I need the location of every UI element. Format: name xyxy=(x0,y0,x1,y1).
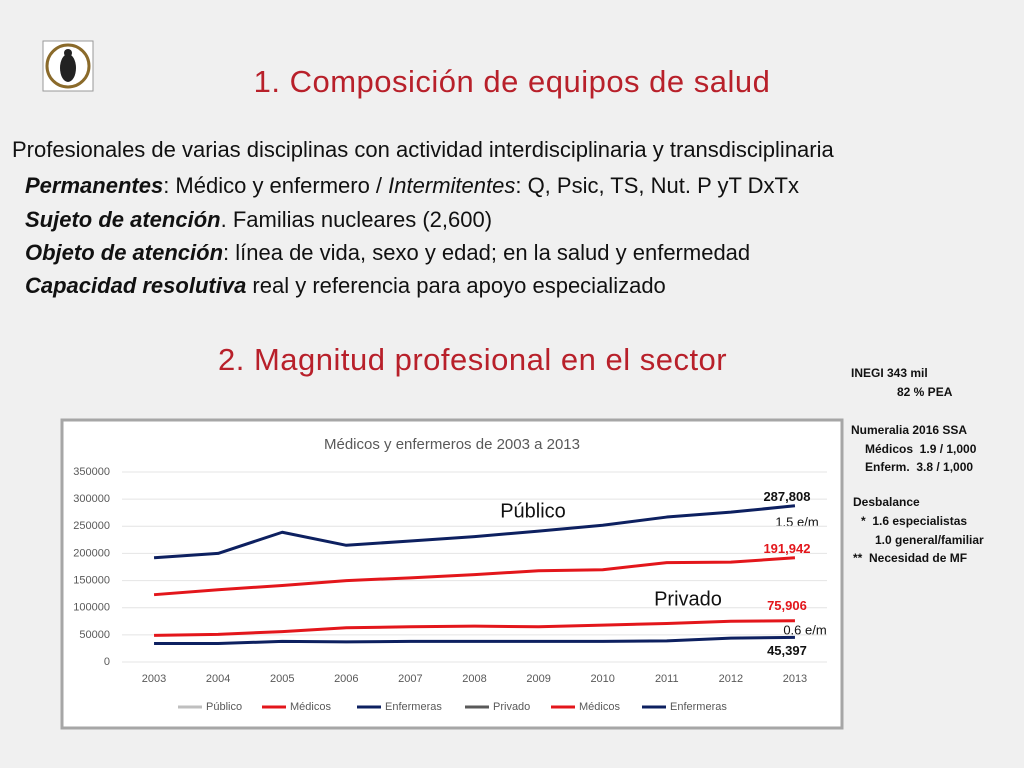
text: Capacidad resolutiva xyxy=(25,273,247,298)
note: Numeralia 2016 SSA xyxy=(851,423,968,437)
legend-label: Público xyxy=(206,701,242,713)
y-tick-label: 250000 xyxy=(73,520,110,532)
text: Sujeto de atención xyxy=(25,207,221,232)
x-tick-label: 2003 xyxy=(142,673,166,685)
data-label: 45,397 xyxy=(767,643,807,658)
x-tick-label: 2009 xyxy=(526,673,550,685)
y-tick-label: 200000 xyxy=(73,547,110,559)
data-label: 75,906 xyxy=(767,598,807,613)
note: Desbalance xyxy=(853,495,920,509)
y-tick-label: 50000 xyxy=(79,629,110,641)
bullet: Objeto de atención: línea de vida, sexo … xyxy=(25,240,750,266)
note: ** Necesidad de MF xyxy=(853,551,968,565)
series-line xyxy=(153,504,796,560)
note: INEGI 343 mil xyxy=(851,366,928,380)
text: : Q, Psic, TS, Nut. P yT DxTx xyxy=(515,173,799,198)
x-tick-label: 2012 xyxy=(719,673,743,685)
y-tick-label: 100000 xyxy=(73,602,110,614)
x-tick-label: 2008 xyxy=(462,673,486,685)
title: 2. Magnitud profesional en el sector xyxy=(218,342,728,377)
title: 1. Composición de equipos de salud xyxy=(253,64,771,99)
annotation: Privado xyxy=(654,588,722,610)
bullet: Capacidad resolutiva real y referencia p… xyxy=(25,273,666,299)
x-tick-label: 2011 xyxy=(655,673,679,685)
text: : Médico y enfermero / xyxy=(163,173,389,198)
y-tick-label: 350000 xyxy=(73,466,110,478)
annotation: Público xyxy=(500,500,566,522)
series-line xyxy=(154,619,795,637)
legend-label: Privado xyxy=(493,701,530,713)
series-line xyxy=(154,635,795,646)
series-line xyxy=(153,556,796,597)
bullet: Sujeto de atención. Familias nucleares (… xyxy=(25,207,492,233)
note: 82 % PEA xyxy=(897,385,953,399)
text: Objeto de atención xyxy=(25,240,224,265)
y-tick-label: 0 xyxy=(104,656,110,668)
note: Médicos 1.9 / 1,000 xyxy=(865,442,977,456)
logo xyxy=(42,40,94,92)
note: Enferm. 3.8 / 1,000 xyxy=(865,460,974,474)
y-tick-label: 150000 xyxy=(73,574,110,586)
note: 1.0 general/familiar xyxy=(875,533,984,547)
intro: Profesionales de varias disciplinas con … xyxy=(12,137,834,162)
legend-label: Enfermeras xyxy=(670,701,727,713)
text: Permanentes xyxy=(25,173,164,198)
legend-label: Enfermeras xyxy=(385,701,442,713)
x-tick-label: 2005 xyxy=(270,673,294,685)
y-tick-label: 300000 xyxy=(73,493,110,505)
legend-label: Médicos xyxy=(579,701,620,713)
legend-label: Médicos xyxy=(290,701,331,713)
chart-panel xyxy=(60,418,844,730)
x-tick-label: 2004 xyxy=(206,673,230,685)
x-tick-label: 2007 xyxy=(398,673,422,685)
text: real y referencia para apoyo especializa… xyxy=(246,273,666,298)
text: Intermitentes xyxy=(388,173,516,198)
x-tick-label: 2006 xyxy=(334,673,358,685)
bullet: Permanentes: Médico y enfermero / Interm… xyxy=(25,173,799,199)
x-tick-label: 2013 xyxy=(783,673,807,685)
data-label: 287,808 xyxy=(763,489,810,504)
chart-title: Médicos y enfermeros de 2003 a 2013 xyxy=(324,436,580,453)
data-label: 191,942 xyxy=(763,541,810,556)
annotation: 0.6 e/m xyxy=(783,622,826,637)
note: * 1.6 especialistas xyxy=(861,514,968,528)
annotation: 1.5 e/m xyxy=(775,514,818,529)
x-tick-label: 2010 xyxy=(590,673,614,685)
text: . Familias nucleares (2,600) xyxy=(220,207,493,232)
text: : línea de vida, sexo y edad; en la salu… xyxy=(223,240,751,265)
